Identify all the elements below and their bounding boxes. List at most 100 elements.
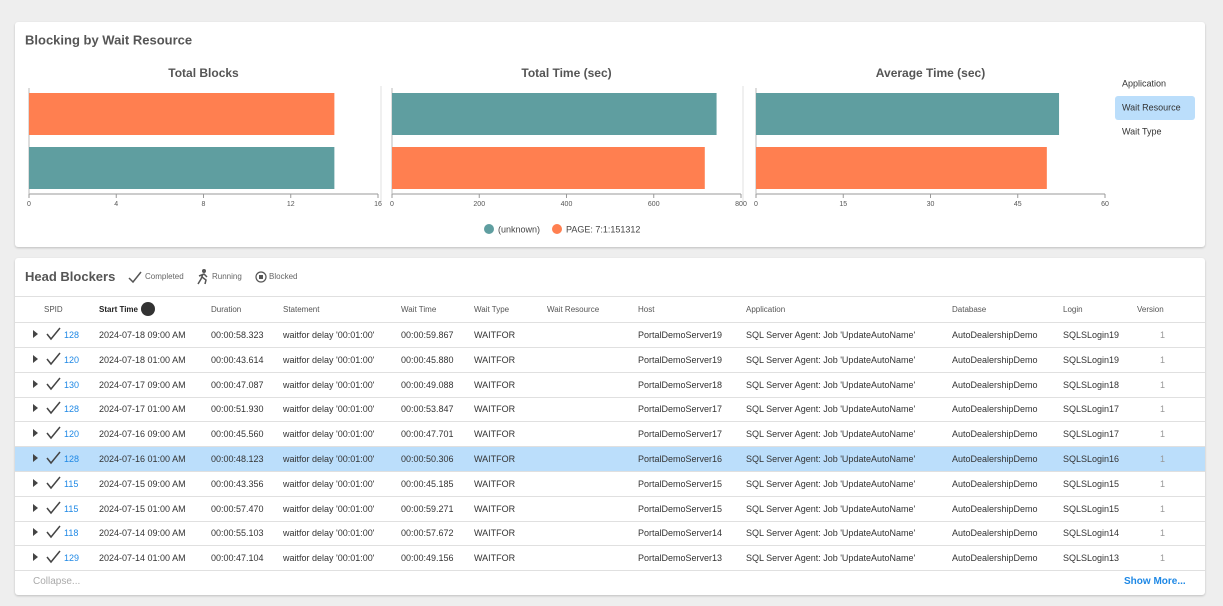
table-cell: 00:00:59.867 [401,330,454,340]
bar [756,93,1060,135]
completed-icon [46,352,61,365]
bar [392,147,705,189]
column-header[interactable]: Wait Resource [547,305,600,314]
expand-arrow[interactable] [33,528,38,537]
table-row[interactable]: 115 2024-07-15 01:00 AM 00:00:57.470 waitfo… [15,497,1205,522]
table-cell: waitfor delay '00:01:00' [283,379,375,390]
table-cell: waitfor delay '00:01:00' [283,404,375,415]
expand-arrow[interactable] [33,330,38,338]
check [46,501,61,514]
table-cell: SQLSLogin17 [1063,429,1120,440]
table-cell[interactable]: 128 [64,454,80,464]
table-cell: SQL Server Agent: Job 'UpdateAutoName' [746,354,916,365]
table-cell: waitfor delay '00:01:00' [283,553,375,564]
table-cell: 00:00:50.306 [401,454,454,464]
show-more-link[interactable]: Show More... [1124,576,1186,587]
column-header[interactable]: Start Time [99,305,138,314]
sort-icon[interactable] [141,302,155,316]
column-header[interactable]: Duration [211,305,242,314]
column-header[interactable]: SPID [44,305,63,314]
expand-arrow[interactable] [33,354,38,363]
table-row[interactable]: 129 2024-07-14 01:00 AM 00:00:47.104 waitfo… [15,546,1205,572]
status-legend: Blocked [269,272,298,281]
table-row[interactable]: 118 2024-07-14 09:00 AM 00:00:55.103 waitfo… [15,521,1205,547]
column-header[interactable]: Login [1063,305,1083,314]
group-option[interactable]: Application [1122,78,1166,88]
table-row[interactable]: 120 2024-07-18 01:00 AM 00:00:43.614 waitfo… [15,348,1205,373]
table-cell: AutoDealershipDemo [952,354,1038,365]
table-cell: 00:00:55.103 [211,528,264,539]
table-cell: WAITFOR [474,454,516,464]
table-row[interactable]: 128 2024-07-16 01:00 AM 00:00:48.123 waitfo… [15,447,1205,472]
x-tick-label: 0 [754,201,758,208]
table-cell: WAITFOR [474,429,516,440]
table-cell: 00:00:47.104 [211,553,264,564]
table-cell[interactable]: 128 [64,404,80,415]
column-header[interactable]: Database [952,305,987,314]
table-cell[interactable]: 118 [64,528,79,539]
column-header[interactable]: Wait Type [474,305,510,314]
table-row[interactable]: 120 2024-07-16 09:00 AM 00:00:45.560 waitfo… [15,422,1205,448]
group-option[interactable]: Wait Resource [1122,102,1181,112]
table-cell[interactable]: 115 [64,503,79,514]
expand-arrow[interactable] [33,553,38,562]
table-cell: 1 [1160,354,1166,365]
expand-arrow[interactable] [33,429,38,438]
legend-marker [484,224,494,234]
table-cell: 1 [1160,404,1166,415]
table-cell[interactable]: 120 [64,354,80,365]
table-cell[interactable]: 128 [64,330,80,340]
table-cell: 1 [1160,528,1166,539]
column-header[interactable]: Version [1137,305,1164,314]
collapse-link[interactable]: Collapse... [33,576,81,587]
table-row[interactable]: 115 2024-07-15 09:00 AM 00:00:43.356 waitfo… [15,472,1205,497]
expand-arrow[interactable] [33,478,38,487]
table-cell: 1 [1160,503,1166,514]
column-header[interactable]: Host [638,305,655,314]
table: SPID Start Time Duration Statement Wait Time… [15,296,1205,572]
blocked-icon [255,271,267,283]
x-tick-label: 16 [374,201,382,208]
table-row[interactable]: 128 2024-07-17 01:00 AM 00:00:51.930 waitfo… [15,397,1205,423]
chart-title: Average Time (sec) [876,66,985,80]
table-cell: 00:00:47.087 [211,379,264,390]
table-cell: PortalDemoServer15 [638,503,723,514]
table-cell: SQLSLogin13 [1063,553,1120,564]
table-row[interactable]: 130 2024-07-17 09:00 AM 00:00:47.087 waitfo… [15,373,1205,398]
expand-arrow[interactable] [33,404,38,413]
column-header[interactable]: Statement [283,305,320,314]
header-row: SPID Start Time Duration Statement Wait Time… [15,297,1205,323]
table-cell: 00:00:58.323 [211,330,264,340]
table-cell: 00:00:59.271 [401,503,454,514]
x-tick-label: 8 [202,201,206,208]
table-cell: 00:00:57.672 [401,528,454,539]
completed-icon [46,476,61,489]
table-cell: waitfor delay '00:01:00' [283,330,375,340]
table-cell: WAITFOR [474,528,516,539]
table-cell: waitfor delay '00:01:00' [283,503,375,514]
table-cell: 2024-07-17 09:00 AM [99,379,186,390]
table-cell[interactable]: 130 [64,379,80,390]
table-cell: waitfor delay '00:01:00' [283,454,375,464]
column-header[interactable]: Wait Time [401,305,437,314]
table-cell: 00:00:45.560 [211,429,264,440]
status-legend-icons [128,269,267,285]
table-row[interactable]: 128 2024-07-18 09:00 AM 00:00:58.323 waitfo… [15,323,1205,348]
table-cell: waitfor delay '00:01:00' [283,354,375,365]
table-cell: 1 [1160,454,1166,464]
expand-arrow[interactable] [33,454,38,462]
x-tick-label: 60 [1101,201,1109,208]
table-cell: SQL Server Agent: Job 'UpdateAutoName' [746,503,916,514]
table-cell: SQL Server Agent: Job 'UpdateAutoName' [746,478,916,489]
table-cell: SQL Server Agent: Job 'UpdateAutoName' [746,429,916,440]
group-option[interactable]: Wait Type [1122,126,1162,136]
table-cell[interactable]: 115 [64,478,79,489]
table-cell[interactable]: 129 [64,553,80,564]
table-cell[interactable]: 120 [64,429,80,440]
expand-arrow[interactable] [33,503,38,512]
column-header[interactable]: Application [746,305,786,314]
x-tick-label: 30 [927,201,935,208]
table-cell: 00:00:53.847 [401,404,454,415]
expand-arrow[interactable] [33,379,38,388]
x-tick-label: 200 [473,201,485,208]
